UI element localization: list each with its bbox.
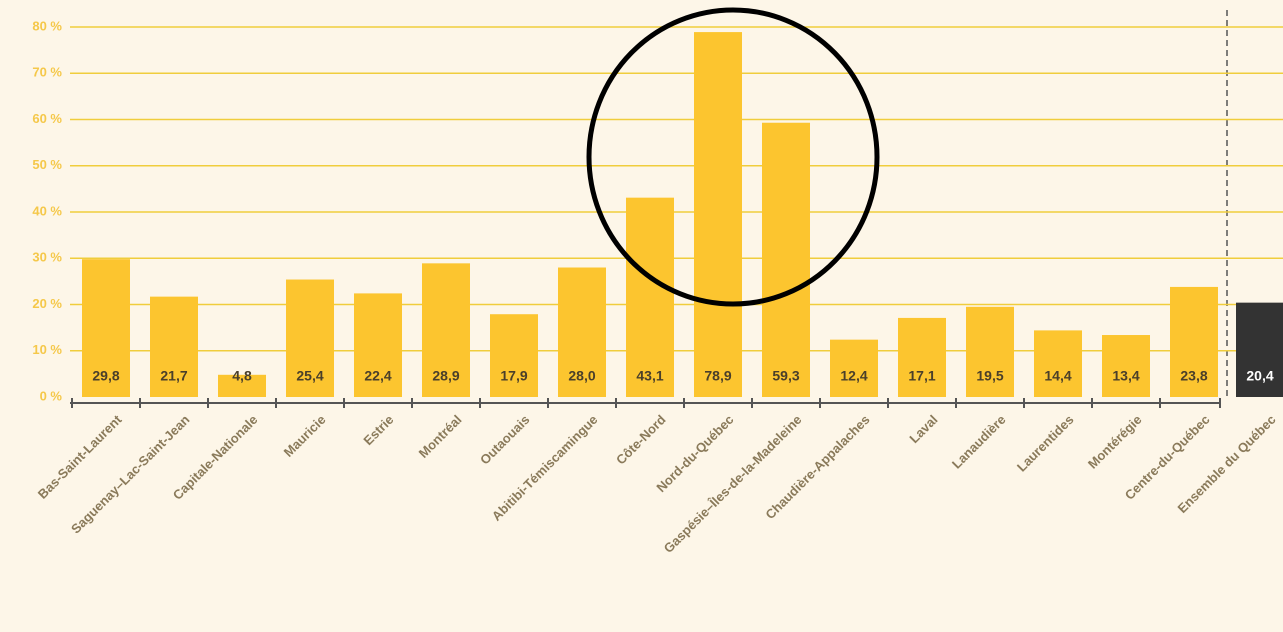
bar [830,339,878,397]
y-tick-label: 80 % [32,18,62,33]
bar [1034,330,1082,397]
bar [422,263,470,397]
y-tick-label: 10 % [32,342,62,357]
value-label: 29,8 [92,368,119,384]
bar [1102,335,1150,397]
x-tick-label: Saguenay–Lac-Saint-Jean [68,412,193,537]
x-tick-label: Estrie [360,412,396,448]
value-label: 59,3 [772,368,799,384]
x-tick-label: Côte-Nord [613,412,669,468]
bar [966,306,1014,397]
bar [354,293,402,397]
bar [82,259,130,397]
value-label: 13,4 [1112,368,1139,384]
value-label: 12,4 [840,368,867,384]
bar [558,267,606,397]
bar [1170,286,1218,397]
highlight-circle [586,7,880,307]
value-label: 20,4 [1246,368,1273,384]
bar [218,374,266,397]
x-tick-label: Montréal [416,412,465,461]
x-tick-label: Lanaudière [949,412,1009,472]
value-label: 21,7 [160,368,187,384]
value-label: 19,5 [976,368,1003,384]
value-label: 4,8 [232,368,252,384]
y-tick-label: 0 % [40,388,63,403]
y-tick-label: 60 % [32,111,62,126]
y-tick-label: 30 % [32,250,62,265]
bar [694,32,742,398]
y-tick-label: 40 % [32,203,62,218]
bar [898,317,946,397]
y-tick-label: 50 % [32,157,62,172]
x-tick-label: Outaouais [477,412,533,468]
bar [150,296,198,397]
value-label: 23,8 [1180,368,1207,384]
bar [762,122,810,398]
bar [490,314,538,397]
x-tick-label: Laval [906,412,940,446]
value-label: 28,0 [568,368,595,384]
bar [286,279,334,397]
value-label: 17,9 [500,368,527,384]
y-tick-label: 20 % [32,296,62,311]
value-label: 43,1 [636,368,663,384]
y-tick-label: 70 % [32,65,62,80]
value-label: 22,4 [364,368,391,384]
value-label: 78,9 [704,368,731,384]
value-label: 17,1 [908,368,935,384]
x-tick-label: Mauricie [281,412,329,460]
x-tick-label: Laurentides [1014,412,1077,475]
bar [1236,302,1283,397]
value-label: 25,4 [296,368,323,384]
x-tick-label: Montérégie [1085,412,1145,472]
bar [626,197,674,397]
x-tick-label: Gaspésie–Îles-de-la-Madeleine [661,412,805,556]
value-label: 28,9 [432,368,459,384]
value-label: 14,4 [1044,368,1071,384]
